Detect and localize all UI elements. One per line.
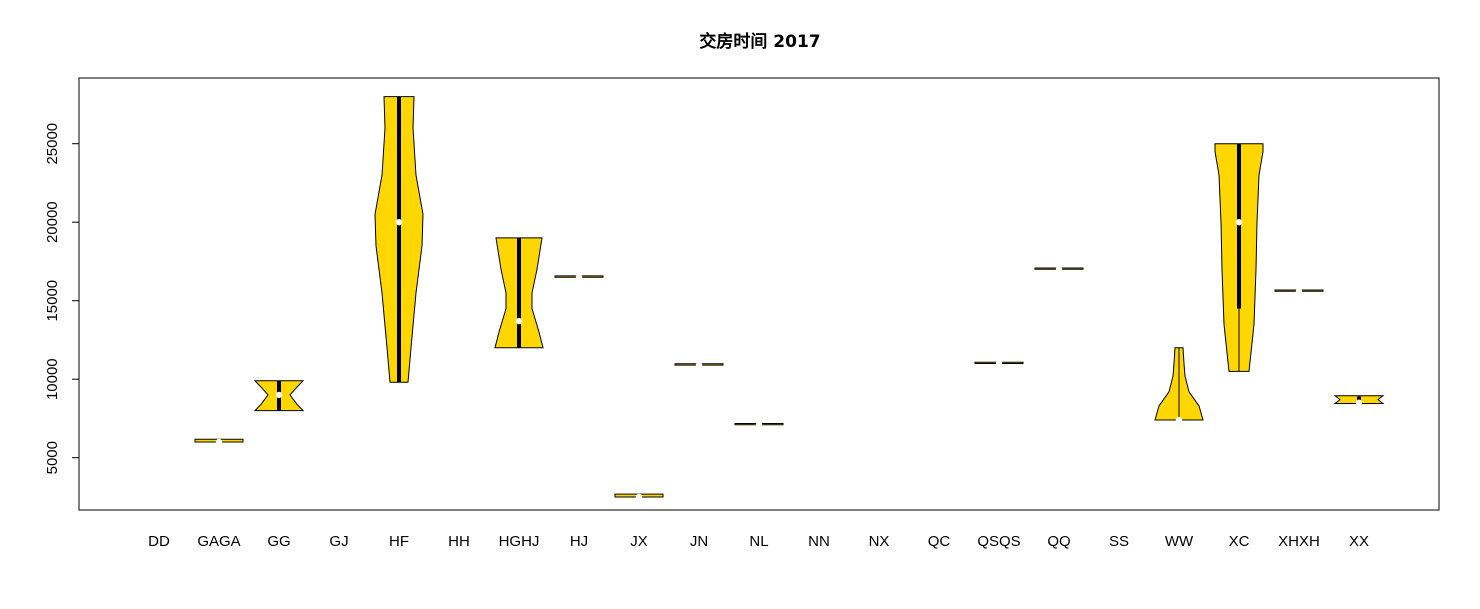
violin-qq <box>1034 266 1084 273</box>
violin-median-point <box>635 493 643 501</box>
violin-median-point <box>515 317 523 325</box>
x-tick-label: HF <box>389 533 409 550</box>
violin-median-point <box>1355 399 1363 406</box>
y-tick-label: 15000 <box>44 280 61 322</box>
y-axis: 5000 10000 15000 20000 25000 <box>44 123 80 474</box>
violin-median-point <box>695 361 703 369</box>
x-axis: DD GAGA GG GJ HF HH HGHJ HJ JX JN NL NN NX QC QSQS QQ SS… <box>148 533 1369 550</box>
violin-median-point <box>1055 266 1063 273</box>
violin-median-point <box>215 438 223 446</box>
violin-jx <box>614 493 664 501</box>
violin-ww <box>1154 347 1204 424</box>
x-tick-label: XHXH <box>1278 533 1320 550</box>
violin-gaga <box>194 438 244 446</box>
x-tick-label: WW <box>1165 533 1194 550</box>
x-tick-label: JX <box>630 533 648 550</box>
y-tick-label: 10000 <box>44 358 61 400</box>
violin-median-point <box>275 391 283 399</box>
x-tick-label: DD <box>148 533 170 550</box>
violin-median-point <box>1235 219 1243 226</box>
y-tick-label: 20000 <box>44 201 61 243</box>
x-tick-label: GG <box>267 533 290 550</box>
violin-median-point <box>995 360 1003 367</box>
x-tick-label: XC <box>1229 533 1250 550</box>
violin-gg <box>253 380 305 412</box>
violin-xx <box>1333 395 1385 406</box>
violin-xhxh <box>1274 288 1324 295</box>
x-tick-label: XX <box>1349 533 1369 550</box>
x-tick-label: HGHJ <box>499 533 540 550</box>
x-tick-label: SS <box>1109 533 1129 550</box>
x-tick-label: QQ <box>1047 533 1070 550</box>
x-tick-label: QC <box>928 533 951 550</box>
violin-median-point <box>395 219 403 226</box>
violin-qsqs <box>974 360 1024 367</box>
x-tick-label: JN <box>690 533 708 550</box>
violin-jn <box>674 361 724 369</box>
x-tick-label: HH <box>448 533 470 550</box>
x-tick-label: QSQS <box>977 533 1020 550</box>
y-tick-label: 25000 <box>44 123 61 165</box>
violin-median-point <box>575 273 583 281</box>
x-tick-label: GAGA <box>197 533 240 550</box>
violin-xc <box>1214 143 1264 372</box>
x-tick-label: NX <box>869 533 890 550</box>
x-tick-label: NN <box>808 533 830 550</box>
violin-median-point <box>755 421 763 428</box>
chart-title: 交房时间 2017 <box>699 31 820 52</box>
violin-median-point <box>1175 416 1183 424</box>
x-tick-label: HJ <box>570 533 588 550</box>
violin-hghj <box>494 237 544 349</box>
violins <box>194 96 1385 501</box>
violin-median-point <box>1295 288 1303 295</box>
violin-hj <box>554 273 604 281</box>
x-tick-label: NL <box>749 533 768 550</box>
y-tick-label: 5000 <box>44 441 61 474</box>
violin-hf <box>374 96 424 383</box>
violin-nl <box>734 421 784 428</box>
x-tick-label: GJ <box>329 533 348 550</box>
